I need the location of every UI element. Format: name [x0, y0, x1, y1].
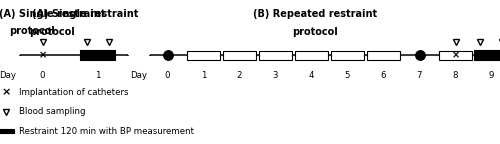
Text: ×: ×	[2, 87, 11, 97]
Bar	[259, 51, 292, 60]
Text: (A) Single restraint: (A) Single restraint	[32, 9, 139, 19]
Text: 5: 5	[345, 71, 350, 80]
Text: Day: Day	[130, 71, 148, 80]
Bar	[474, 50, 500, 60]
Text: 0: 0	[40, 71, 45, 80]
Text: 1: 1	[95, 71, 100, 80]
Bar	[295, 51, 328, 60]
Text: protocol: protocol	[30, 27, 76, 37]
Text: 9: 9	[489, 71, 494, 80]
Text: Day: Day	[0, 71, 16, 80]
Text: Blood sampling: Blood sampling	[19, 107, 86, 116]
Bar	[367, 51, 400, 60]
Text: Implantation of catheters: Implantation of catheters	[19, 88, 128, 97]
Text: 2: 2	[237, 71, 242, 80]
Bar	[80, 50, 115, 60]
Text: protocol: protocol	[10, 26, 56, 36]
Bar	[332, 51, 364, 60]
Text: (B) Repeated restraint: (B) Repeated restraint	[253, 9, 377, 19]
Text: ×: ×	[38, 50, 46, 60]
Text: 1: 1	[201, 71, 206, 80]
Text: 4: 4	[309, 71, 314, 80]
Text: (A) Single restraint: (A) Single restraint	[0, 9, 106, 19]
Text: ×: ×	[452, 50, 460, 60]
Text: 0: 0	[165, 71, 170, 80]
Text: 3: 3	[272, 71, 278, 80]
Text: Restraint 120 min with BP measurement: Restraint 120 min with BP measurement	[19, 127, 194, 136]
Bar	[223, 51, 256, 60]
Bar	[188, 51, 220, 60]
Bar	[440, 51, 472, 60]
Bar	[0, 129, 14, 133]
Text: 6: 6	[381, 71, 386, 80]
Text: 8: 8	[453, 71, 458, 80]
Text: 7: 7	[417, 71, 422, 80]
Text: protocol: protocol	[292, 27, 338, 37]
